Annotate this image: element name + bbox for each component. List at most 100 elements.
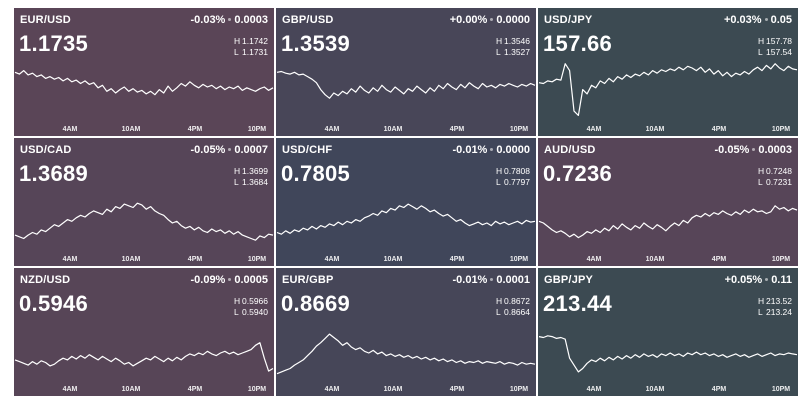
tile-eur-usd[interactable]: EUR/USD -0.03% 0.0003 1.1735 H 1.1742 L 1.1731 4… bbox=[14, 8, 274, 136]
change-readout: -0.05% 0.0003 bbox=[714, 144, 792, 156]
low-value: 0.7231 bbox=[766, 177, 792, 187]
high-low-readout: H 1.1742 L 1.1731 bbox=[234, 36, 268, 58]
time-label: 10AM bbox=[121, 386, 141, 393]
change-percent: -0.03% bbox=[190, 14, 226, 26]
high-key: H bbox=[234, 166, 241, 176]
change-absolute: 0.05 bbox=[770, 14, 792, 26]
separator-dot-icon bbox=[228, 17, 232, 21]
change-absolute: 0.11 bbox=[771, 274, 792, 286]
low-key: L bbox=[758, 47, 763, 57]
high-low-readout: H 0.7248 L 0.7231 bbox=[758, 166, 792, 188]
high-value: 1.1742 bbox=[242, 36, 268, 46]
change-absolute: 0.0001 bbox=[496, 274, 530, 286]
pair-label: GBP/USD bbox=[282, 14, 334, 26]
low-key: L bbox=[496, 177, 501, 187]
time-label: 10AM bbox=[121, 256, 141, 263]
time-label: 10PM bbox=[771, 386, 791, 393]
separator-dot-icon bbox=[490, 147, 494, 151]
low-value: 157.54 bbox=[766, 47, 792, 57]
separator-dot-icon bbox=[490, 17, 494, 21]
sparkline-chart bbox=[276, 70, 536, 99]
high-value: 0.7808 bbox=[504, 166, 530, 176]
low-value: 1.1731 bbox=[242, 47, 268, 57]
sparkline-chart bbox=[276, 333, 536, 375]
high-low-readout: H 1.3699 L 1.3684 bbox=[234, 166, 268, 188]
tile-eur-gbp[interactable]: EUR/GBP -0.01% 0.0001 0.8669 H 0.8672 L 0.8664 4… bbox=[276, 268, 536, 396]
time-label: 10AM bbox=[645, 126, 665, 133]
low-key: L bbox=[758, 307, 763, 317]
high-value: 0.7248 bbox=[766, 166, 792, 176]
separator-dot-icon bbox=[228, 277, 232, 281]
time-label: 10PM bbox=[247, 126, 267, 133]
time-label: 4PM bbox=[449, 126, 465, 133]
time-label: 4AM bbox=[62, 126, 78, 133]
low-key: L bbox=[496, 307, 501, 317]
separator-dot-icon bbox=[228, 147, 232, 151]
low-value: 0.7797 bbox=[504, 177, 530, 187]
pair-label: GBP/JPY bbox=[544, 274, 594, 286]
low-value: 1.3527 bbox=[504, 47, 530, 57]
time-label: 4AM bbox=[324, 126, 340, 133]
sparkline-chart bbox=[14, 70, 274, 96]
low-value: 1.3684 bbox=[242, 177, 268, 187]
sparkline-path bbox=[14, 342, 274, 372]
time-label: 10AM bbox=[645, 256, 665, 263]
high-value: 0.8672 bbox=[504, 296, 530, 306]
time-label: 4AM bbox=[324, 256, 340, 263]
high-key: H bbox=[758, 166, 765, 176]
high-key: H bbox=[758, 36, 765, 46]
tile-gbp-jpy[interactable]: GBP/JPY +0.05% 0.11 213.44 H 213.52 L 213.24 4AM… bbox=[538, 268, 798, 396]
price-value: 0.7805 bbox=[281, 161, 351, 186]
change-percent: +0.00% bbox=[449, 14, 488, 26]
pair-label: USD/JPY bbox=[544, 14, 593, 26]
change-percent: +0.05% bbox=[724, 274, 763, 286]
time-label: 4AM bbox=[62, 386, 78, 393]
tile-gbp-usd[interactable]: GBP/USD +0.00% 0.0000 1.3539 H 1.3546 L 1.3527 4… bbox=[276, 8, 536, 136]
high-low-readout: H 157.78 L 157.54 bbox=[758, 36, 792, 58]
change-absolute: 0.0005 bbox=[234, 274, 268, 286]
high-key: H bbox=[758, 296, 765, 306]
high-key: H bbox=[496, 36, 503, 46]
change-readout: +0.05% 0.11 bbox=[725, 274, 792, 286]
high-key: H bbox=[234, 36, 241, 46]
time-label: 10PM bbox=[247, 386, 267, 393]
time-label: 10PM bbox=[771, 126, 791, 133]
sparkline-path bbox=[538, 205, 798, 239]
change-absolute: 0.0003 bbox=[758, 144, 792, 156]
time-label: 4AM bbox=[324, 386, 340, 393]
time-label: 4PM bbox=[449, 386, 465, 393]
low-value: 213.24 bbox=[766, 307, 792, 317]
time-label: 4AM bbox=[586, 386, 602, 393]
separator-dot-icon bbox=[765, 277, 769, 281]
sparkline-path bbox=[14, 70, 274, 96]
high-low-readout: H 0.8672 L 0.8664 bbox=[496, 296, 530, 318]
change-readout: -0.01% 0.0001 bbox=[452, 274, 530, 286]
time-label: 10PM bbox=[509, 126, 529, 133]
high-low-readout: H 1.3546 L 1.3527 bbox=[496, 36, 530, 58]
time-label: 4AM bbox=[62, 256, 78, 263]
price-value: 1.3539 bbox=[281, 31, 351, 56]
change-percent: -0.01% bbox=[452, 274, 488, 286]
sparkline-path bbox=[276, 333, 536, 375]
low-value: 0.5940 bbox=[242, 307, 268, 317]
pair-label: NZD/USD bbox=[20, 274, 71, 286]
high-low-readout: H 0.5966 L 0.5940 bbox=[234, 296, 268, 318]
tile-aud-usd[interactable]: AUD/USD -0.05% 0.0003 0.7236 H 0.7248 L 0.7231 4… bbox=[538, 138, 798, 266]
separator-dot-icon bbox=[764, 17, 768, 21]
time-label: 4AM bbox=[586, 126, 602, 133]
change-readout: -0.05% 0.0007 bbox=[190, 144, 268, 156]
tile-usd-cad[interactable]: USD/CAD -0.05% 0.0007 1.3689 H 1.3699 L 1.3684 4… bbox=[14, 138, 274, 266]
high-value: 1.3699 bbox=[242, 166, 268, 176]
high-value: 157.78 bbox=[766, 36, 792, 46]
low-key: L bbox=[234, 47, 239, 57]
tile-usd-jpy[interactable]: USD/JPY +0.03% 0.05 157.66 H 157.78 L 157.54 4AM… bbox=[538, 8, 798, 136]
tile-usd-chf[interactable]: USD/CHF -0.01% 0.0000 0.7805 H 0.7808 L 0.7797 4… bbox=[276, 138, 536, 266]
price-value: 0.5946 bbox=[19, 291, 89, 316]
low-key: L bbox=[758, 177, 763, 187]
time-label: 10PM bbox=[509, 256, 529, 263]
tile-nzd-usd[interactable]: NZD/USD -0.09% 0.0005 0.5946 H 0.5966 L 0.5940 4… bbox=[14, 268, 274, 396]
change-absolute: 0.0007 bbox=[234, 144, 268, 156]
time-label: 10PM bbox=[771, 256, 791, 263]
sparkline-path bbox=[276, 203, 536, 235]
change-percent: -0.09% bbox=[190, 274, 226, 286]
